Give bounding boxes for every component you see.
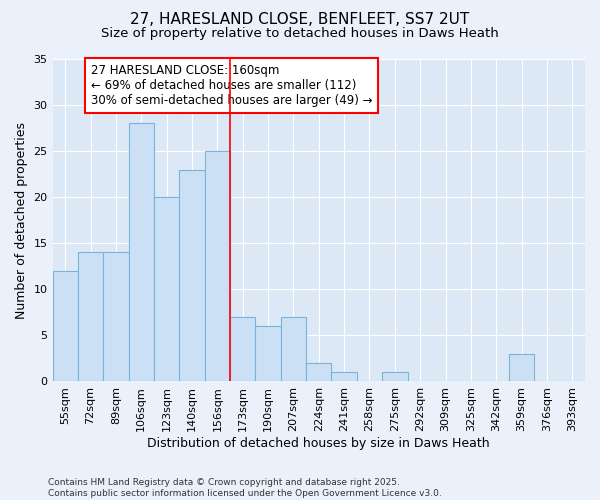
X-axis label: Distribution of detached houses by size in Daws Heath: Distribution of detached houses by size … bbox=[148, 437, 490, 450]
Bar bbox=[53, 271, 78, 382]
Bar bbox=[306, 363, 331, 382]
Bar bbox=[382, 372, 407, 382]
Text: 27 HARESLAND CLOSE: 160sqm
← 69% of detached houses are smaller (112)
30% of sem: 27 HARESLAND CLOSE: 160sqm ← 69% of deta… bbox=[91, 64, 372, 106]
Bar bbox=[281, 317, 306, 382]
Bar bbox=[256, 326, 281, 382]
Bar bbox=[78, 252, 103, 382]
Bar bbox=[205, 151, 230, 382]
Text: Contains HM Land Registry data © Crown copyright and database right 2025.
Contai: Contains HM Land Registry data © Crown c… bbox=[48, 478, 442, 498]
Y-axis label: Number of detached properties: Number of detached properties bbox=[15, 122, 28, 318]
Bar bbox=[154, 197, 179, 382]
Text: 27, HARESLAND CLOSE, BENFLEET, SS7 2UT: 27, HARESLAND CLOSE, BENFLEET, SS7 2UT bbox=[130, 12, 470, 28]
Text: Size of property relative to detached houses in Daws Heath: Size of property relative to detached ho… bbox=[101, 28, 499, 40]
Bar bbox=[179, 170, 205, 382]
Bar bbox=[103, 252, 128, 382]
Bar bbox=[331, 372, 357, 382]
Bar bbox=[509, 354, 534, 382]
Bar bbox=[128, 124, 154, 382]
Bar bbox=[230, 317, 256, 382]
